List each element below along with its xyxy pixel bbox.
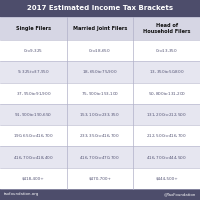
Bar xyxy=(67,168,133,189)
Bar xyxy=(0,17,67,40)
Bar xyxy=(133,61,200,83)
Bar xyxy=(67,61,133,83)
Text: $0 to $13,350: $0 to $13,350 xyxy=(155,47,178,54)
Text: 2017 Estimated Income Tax Brackets: 2017 Estimated Income Tax Brackets xyxy=(27,5,173,11)
Text: $50,800 to $131,200: $50,800 to $131,200 xyxy=(148,90,186,97)
Text: $9,325 to $37,950: $9,325 to $37,950 xyxy=(17,68,50,75)
Bar xyxy=(0,125,67,146)
Bar xyxy=(133,83,200,104)
Text: $416,700 to $444,500: $416,700 to $444,500 xyxy=(146,154,187,161)
Text: $18,650 to $75,900: $18,650 to $75,900 xyxy=(82,68,118,75)
Text: $91,900 to $190,650: $91,900 to $190,650 xyxy=(14,111,52,118)
Bar xyxy=(0,189,200,200)
Text: $37,950 to $91,900: $37,950 to $91,900 xyxy=(16,90,51,97)
Text: Single Filers: Single Filers xyxy=(16,26,51,31)
Bar xyxy=(0,83,67,104)
Bar xyxy=(133,168,200,189)
Bar xyxy=(133,40,200,61)
Text: $190,650 to $416,700: $190,650 to $416,700 xyxy=(13,132,54,139)
Text: $416,700 to $418,400: $416,700 to $418,400 xyxy=(13,154,54,161)
Text: $212,500 to $416,700: $212,500 to $416,700 xyxy=(146,132,187,139)
Text: $0 to $18,650: $0 to $18,650 xyxy=(88,47,111,54)
Text: $153,100 to $233,350: $153,100 to $233,350 xyxy=(79,111,120,118)
Bar xyxy=(0,61,67,83)
Text: Head of
Household Filers: Head of Household Filers xyxy=(143,23,190,34)
Text: $416,700 to $470,700: $416,700 to $470,700 xyxy=(79,154,120,161)
Bar xyxy=(133,146,200,168)
Bar xyxy=(67,40,133,61)
Bar xyxy=(133,17,200,40)
Bar xyxy=(67,104,133,125)
Text: taxfoundation.org: taxfoundation.org xyxy=(4,192,39,196)
Bar xyxy=(133,125,200,146)
Text: $418,400+: $418,400+ xyxy=(22,176,45,180)
Bar xyxy=(133,104,200,125)
Bar xyxy=(0,0,200,17)
Text: $75,900 to $153,100: $75,900 to $153,100 xyxy=(81,90,119,97)
Text: @TaxFoundation: @TaxFoundation xyxy=(164,192,196,196)
Bar xyxy=(0,104,67,125)
Bar xyxy=(67,17,133,40)
Bar xyxy=(0,168,67,189)
Bar xyxy=(0,40,67,61)
Bar xyxy=(67,125,133,146)
Text: $233,350 to $416,700: $233,350 to $416,700 xyxy=(79,132,120,139)
Bar xyxy=(67,146,133,168)
Text: $0 to $9,325: $0 to $9,325 xyxy=(23,47,43,54)
Bar xyxy=(0,146,67,168)
Text: $470,700+: $470,700+ xyxy=(88,176,111,180)
Text: Married Joint Filers: Married Joint Filers xyxy=(73,26,127,31)
Text: $13,350 to $50,800: $13,350 to $50,800 xyxy=(149,68,184,75)
Text: $131,200 to $212,500: $131,200 to $212,500 xyxy=(146,111,187,118)
Bar xyxy=(67,83,133,104)
Text: $444,500+: $444,500+ xyxy=(155,176,178,180)
